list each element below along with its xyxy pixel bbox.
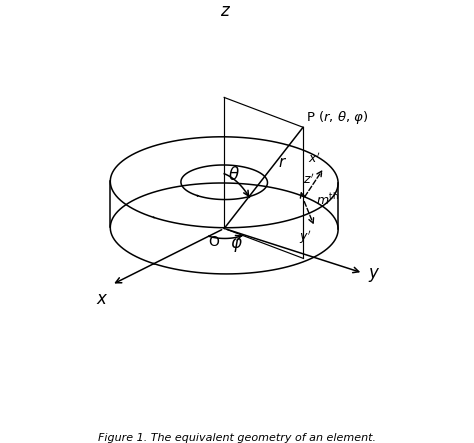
Text: Figure 1. The equivalent geometry of an element.: Figure 1. The equivalent geometry of an … xyxy=(98,433,376,443)
Text: $\varphi$: $\varphi$ xyxy=(230,236,243,254)
Text: $m^{\mathrm{th}}$: $m^{\mathrm{th}}$ xyxy=(316,192,339,208)
Text: $r$: $r$ xyxy=(278,155,287,170)
Text: $z'$: $z'$ xyxy=(303,172,315,187)
Text: $\theta$: $\theta$ xyxy=(228,166,240,183)
Text: O: O xyxy=(209,235,219,249)
Text: P ($r$, $\theta$, $\varphi$): P ($r$, $\theta$, $\varphi$) xyxy=(306,109,369,126)
Text: $z$: $z$ xyxy=(220,2,231,20)
Text: $y$: $y$ xyxy=(368,266,380,284)
Text: $x$: $x$ xyxy=(96,290,109,307)
Text: $x'$: $x'$ xyxy=(309,152,321,166)
Text: $y'$: $y'$ xyxy=(299,229,311,246)
